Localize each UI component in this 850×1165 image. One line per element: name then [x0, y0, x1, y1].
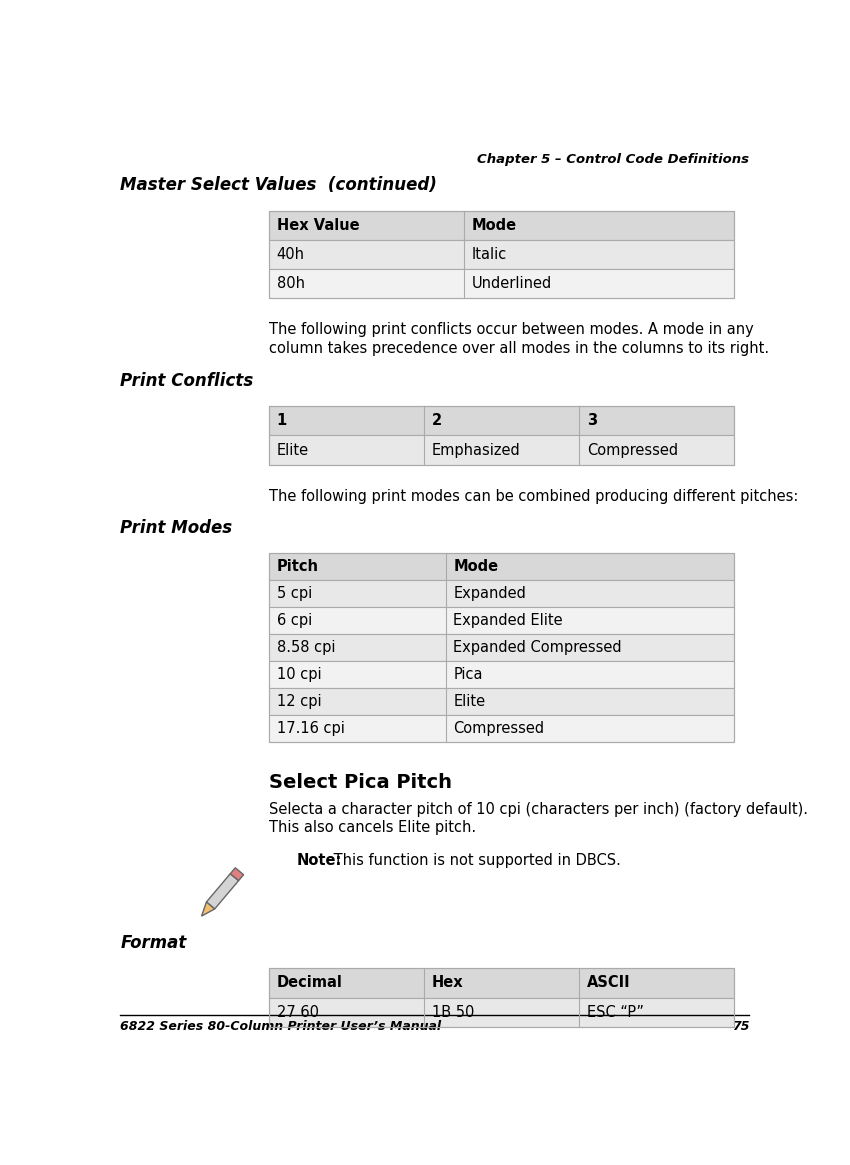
Text: This function is not supported in DBCS.: This function is not supported in DBCS. — [329, 853, 620, 868]
Text: Expanded Compressed: Expanded Compressed — [453, 640, 622, 655]
Text: Compressed: Compressed — [453, 721, 545, 736]
Bar — [269, 407, 734, 465]
Bar — [269, 661, 734, 689]
Text: Italic: Italic — [472, 247, 507, 262]
Bar — [269, 407, 734, 436]
Bar — [269, 634, 734, 661]
Text: 5 cpi: 5 cpi — [277, 586, 312, 601]
Bar — [269, 211, 734, 240]
Text: Pitch: Pitch — [277, 559, 319, 574]
Bar — [269, 580, 734, 607]
Text: 80h: 80h — [277, 276, 305, 291]
Text: Emphasized: Emphasized — [432, 443, 520, 458]
Bar — [269, 968, 734, 997]
Text: Compressed: Compressed — [586, 443, 677, 458]
Bar — [269, 553, 734, 742]
Text: 2: 2 — [432, 414, 442, 429]
Text: ASCII: ASCII — [586, 975, 631, 990]
Text: Expanded: Expanded — [453, 586, 526, 601]
Text: 10 cpi: 10 cpi — [277, 668, 321, 682]
Polygon shape — [230, 868, 244, 881]
Text: Print Conflicts: Print Conflicts — [120, 372, 253, 389]
Bar — [269, 269, 734, 298]
Bar — [269, 553, 734, 580]
Text: 6 cpi: 6 cpi — [277, 613, 312, 628]
Text: ESC “P”: ESC “P” — [586, 1004, 643, 1019]
Text: 8.58 cpi: 8.58 cpi — [277, 640, 335, 655]
Text: Elite: Elite — [277, 443, 309, 458]
Bar — [269, 689, 734, 715]
Text: This also cancels Elite pitch.: This also cancels Elite pitch. — [269, 820, 476, 835]
Text: Hex: Hex — [432, 975, 463, 990]
Text: 75: 75 — [732, 1019, 750, 1033]
Text: Chapter 5 – Control Code Definitions: Chapter 5 – Control Code Definitions — [478, 153, 750, 165]
Text: Expanded Elite: Expanded Elite — [453, 613, 563, 628]
Text: 1B 50: 1B 50 — [432, 1004, 474, 1019]
Text: Selecta a character pitch of 10 cpi (characters per inch) (factory default).: Selecta a character pitch of 10 cpi (cha… — [269, 802, 808, 817]
Text: Format: Format — [120, 933, 186, 952]
Bar — [269, 968, 734, 1026]
Text: column takes precedence over all modes in the columns to its right.: column takes precedence over all modes i… — [269, 341, 769, 355]
Text: Decimal: Decimal — [277, 975, 343, 990]
Bar — [269, 715, 734, 742]
Bar — [269, 436, 734, 465]
Text: Hex Value: Hex Value — [277, 218, 360, 233]
Bar — [269, 211, 734, 298]
Text: Pica: Pica — [453, 668, 483, 682]
Text: Print Modes: Print Modes — [120, 518, 232, 537]
Text: Mode: Mode — [472, 218, 517, 233]
Text: Master Select Values  (continued): Master Select Values (continued) — [120, 176, 437, 195]
Text: The following print modes can be combined producing different pitches:: The following print modes can be combine… — [269, 489, 798, 504]
Text: 17.16 cpi: 17.16 cpi — [277, 721, 344, 736]
Text: Select Pica Pitch: Select Pica Pitch — [269, 772, 452, 792]
Text: 3: 3 — [586, 414, 597, 429]
Bar — [269, 240, 734, 269]
Polygon shape — [201, 902, 215, 916]
Text: 40h: 40h — [277, 247, 305, 262]
Bar — [269, 997, 734, 1026]
Text: Underlined: Underlined — [472, 276, 552, 291]
Text: 27 60: 27 60 — [277, 1004, 319, 1019]
Bar — [269, 607, 734, 634]
Text: Elite: Elite — [453, 694, 485, 709]
Text: 6822 Series 80-Column Printer User’s Manual: 6822 Series 80-Column Printer User’s Man… — [120, 1019, 441, 1033]
Text: Note:: Note: — [296, 853, 342, 868]
Text: 12 cpi: 12 cpi — [277, 694, 321, 709]
FancyBboxPatch shape — [207, 874, 239, 909]
Text: The following print conflicts occur between modes. A mode in any: The following print conflicts occur betw… — [269, 322, 754, 337]
Text: 1: 1 — [277, 414, 287, 429]
Text: Mode: Mode — [453, 559, 499, 574]
